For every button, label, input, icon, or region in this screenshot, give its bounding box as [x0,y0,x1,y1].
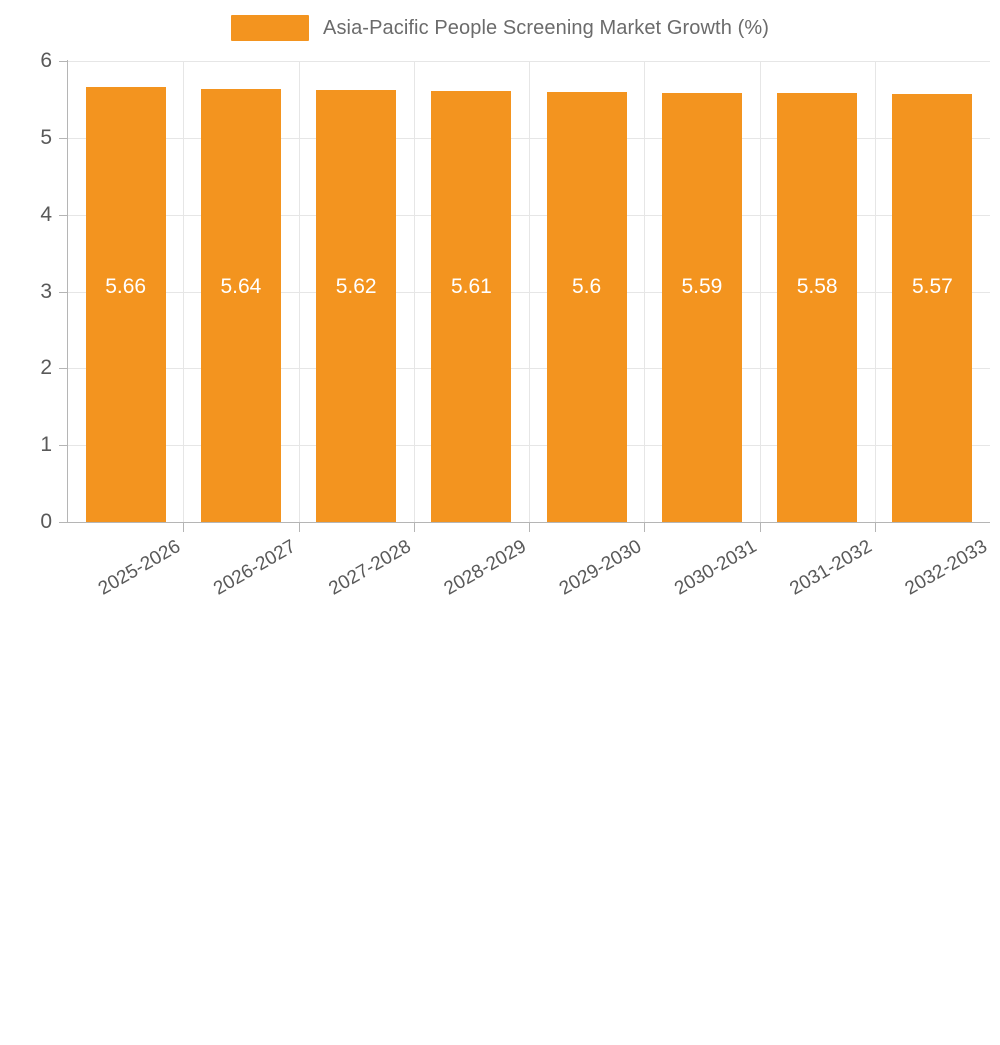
y-axis-tick-mark [59,445,68,447]
x-axis-tick-mark [760,523,761,532]
bar[interactable]: 5.62 [316,90,397,522]
bar[interactable]: 5.57 [892,94,973,522]
bar[interactable]: 5.6 [546,91,627,522]
x-axis-tick-mark [644,523,645,532]
x-axis-tick-label: 2032-2033 [901,536,991,600]
x-axis-tick-mark [414,523,415,532]
bar[interactable]: 5.64 [200,88,281,522]
gridline-vertical [875,61,876,522]
bar[interactable]: 5.59 [661,92,742,522]
y-axis-line [67,60,68,522]
y-axis-tick-mark [59,137,68,139]
y-axis-tick-label: 3 [40,279,52,303]
bar[interactable]: 5.58 [777,93,858,522]
bar-value-label: 5.62 [335,275,377,298]
bar[interactable]: 5.66 [85,87,166,522]
y-axis-tick-label: 0 [40,510,52,533]
bar[interactable]: 5.61 [431,90,512,522]
bar-value-label: 5.58 [796,275,838,298]
y-axis-tick-mark [59,61,68,62]
bar-value-label: 5.57 [911,275,953,298]
y-axis-tick-mark [59,214,68,216]
bar-chart: Asia-Pacific People Screening Market Gro… [0,0,1000,600]
gridline-vertical [529,61,530,522]
bar-value-label: 5.66 [105,275,147,298]
gridline-vertical [414,61,415,522]
legend-item-series-0[interactable]: Asia-Pacific People Screening Market Gro… [231,15,769,41]
gridline-vertical [644,61,645,522]
y-axis-tick-label: 2 [40,356,52,380]
y-axis-tick-mark [59,291,68,293]
legend-label: Asia-Pacific People Screening Market Gro… [323,16,769,39]
x-axis-tick-mark [299,523,300,532]
chart-legend: Asia-Pacific People Screening Market Gro… [0,0,1000,56]
y-axis-tick-label: 6 [40,49,52,72]
y-axis-tick-label: 5 [40,125,52,149]
plot-area: 5.66 5.64 5.62 5.61 5.6 5.59 5.58 5.57 [59,60,990,523]
gridline-vertical [183,61,184,522]
x-axis-tick-label: 2031-2032 [786,536,876,600]
y-axis-tick-label: 1 [40,433,52,457]
x-axis-tick-mark [529,523,530,532]
gridline-vertical [760,61,761,522]
bar-value-label: 5.59 [681,275,723,298]
x-axis-tick-mark [875,523,876,532]
gridline-vertical [299,61,300,522]
y-axis-tick-label: 4 [40,202,52,226]
x-axis-tick-label: 2029-2030 [555,536,646,600]
legend-swatch-icon [231,15,309,41]
x-axis-line [59,522,990,523]
y-axis-tick-mark [59,368,68,370]
x-axis-tick-mark [183,523,184,532]
bar-value-label: 5.61 [450,275,492,298]
bar-value-label: 5.64 [220,275,262,298]
bar-value-label: 5.6 [572,275,602,298]
bar-series: 5.66 5.64 5.62 5.61 5.6 5.59 5.58 5.57 [68,61,990,522]
